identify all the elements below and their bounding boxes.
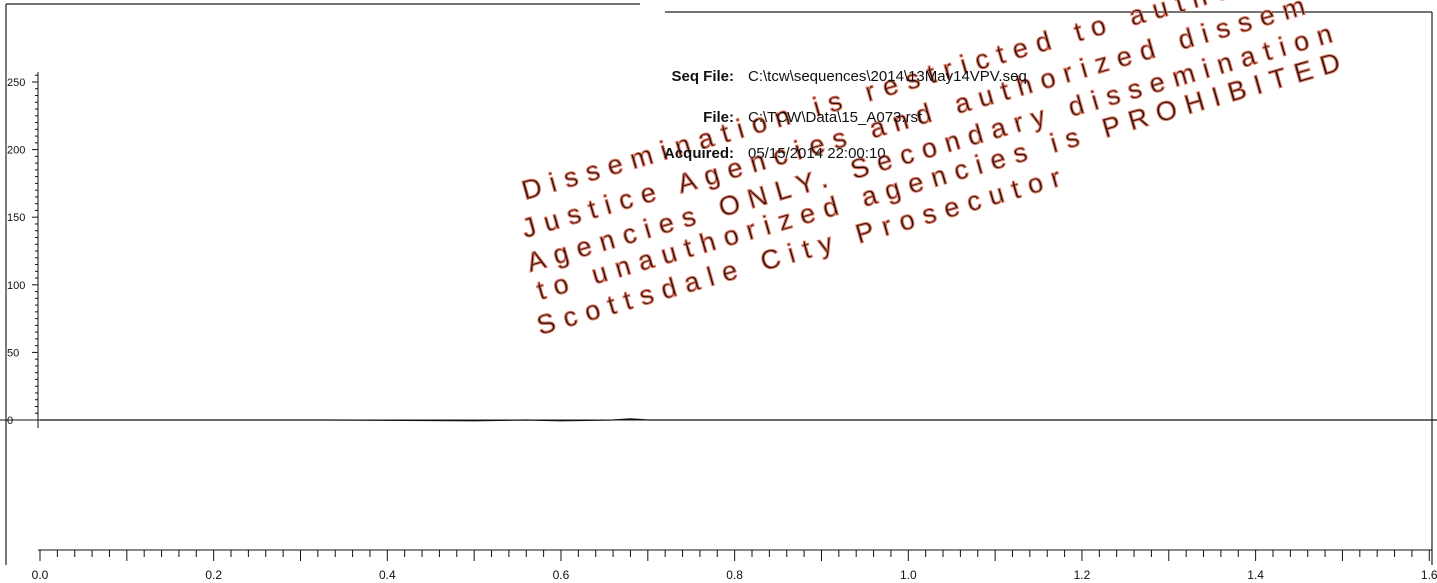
file-label: File: <box>703 109 734 126</box>
series <box>40 418 1437 422</box>
x-tick-label: 1.4 <box>1247 568 1264 582</box>
acquired-value: 05/15/2014 22:00:10 <box>748 145 886 162</box>
chart-frame <box>5 3 1433 565</box>
acquired-label: Acquired: <box>663 145 734 162</box>
seq-file-label: Seq File: <box>671 68 734 85</box>
file-value: C:\TCW\Data\15_A073.rst <box>748 109 923 126</box>
y-tick-label: 200 <box>7 145 25 157</box>
x-tick-label: 0.2 <box>205 568 222 582</box>
x-tick-label: 1.2 <box>1074 568 1091 582</box>
x-tick-label: 0.0 <box>32 568 49 582</box>
y-tick-label: 50 <box>7 347 19 359</box>
x-tick-label: 0.8 <box>726 568 743 582</box>
y-tick-label: 150 <box>7 212 25 224</box>
watermark: Dissemination is restricted to authorize… <box>518 0 1353 341</box>
x-tick-label: 1.6 <box>1421 568 1437 582</box>
y-tick-label: 250 <box>7 77 25 89</box>
seq-file-value: C:\tcw\sequences\2014\13May14VPV.seq <box>748 68 1027 85</box>
y-tick-label: 100 <box>7 280 25 292</box>
x-tick-label: 0.6 <box>553 568 570 582</box>
y-tick-label: 0 <box>7 415 13 427</box>
x-tick-label: 0.4 <box>379 568 396 582</box>
x-tick-label: 1.0 <box>900 568 917 582</box>
series-line <box>40 418 1437 422</box>
